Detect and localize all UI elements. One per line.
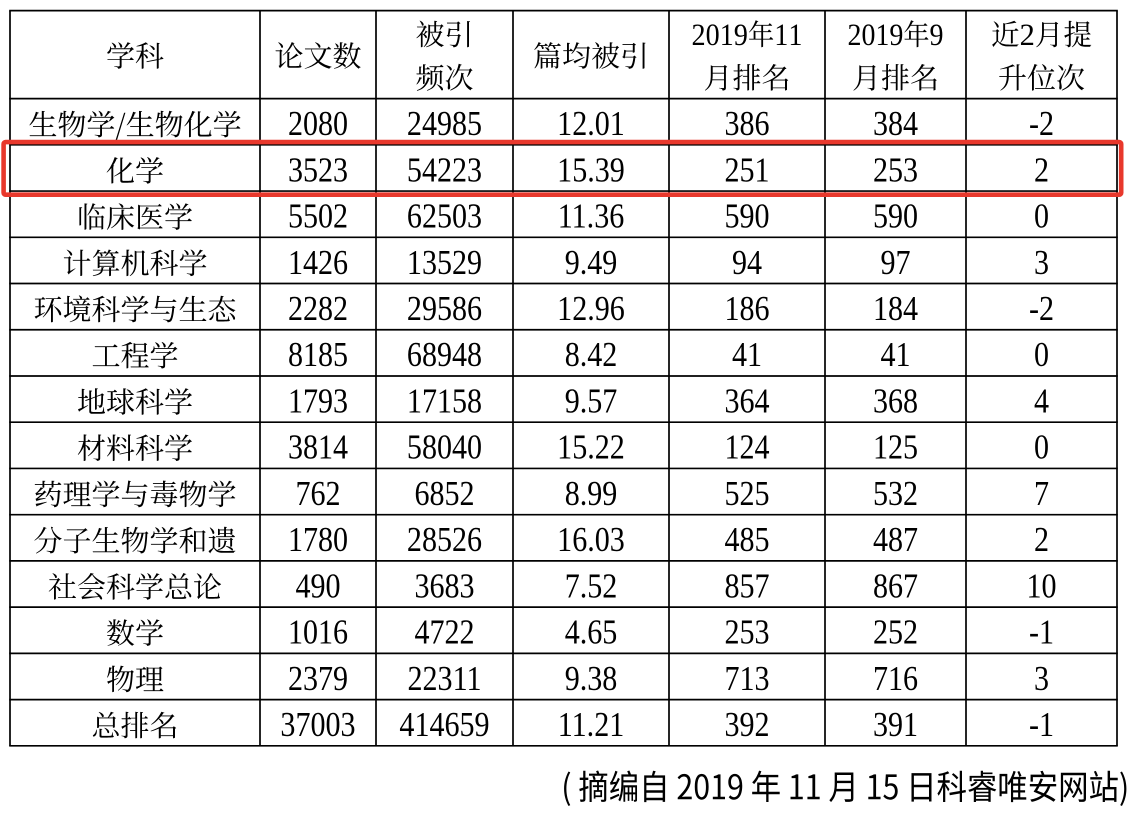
svg-text:97: 97	[880, 244, 910, 282]
svg-text:590: 590	[724, 198, 769, 236]
svg-text:-1: -1	[1029, 614, 1054, 652]
svg-text:3: 3	[1034, 244, 1049, 282]
svg-text:0: 0	[1034, 429, 1049, 467]
svg-text:368: 368	[873, 383, 918, 421]
svg-text:252: 252	[873, 614, 918, 652]
svg-text:485: 485	[724, 521, 769, 559]
svg-text:3523: 3523	[288, 151, 348, 189]
svg-text:29586: 29586	[407, 290, 482, 328]
svg-text:68948: 68948	[407, 336, 482, 374]
svg-text:17158: 17158	[407, 383, 482, 421]
svg-text:184: 184	[873, 290, 918, 328]
svg-text:6852: 6852	[414, 475, 474, 513]
svg-text:12.01: 12.01	[557, 105, 625, 143]
svg-text:253: 253	[724, 614, 769, 652]
svg-text:28526: 28526	[407, 521, 482, 559]
svg-text:1793: 1793	[288, 383, 348, 421]
svg-text:3: 3	[1034, 660, 1049, 698]
svg-text:16.03: 16.03	[557, 521, 625, 559]
svg-text:54223: 54223	[407, 151, 482, 189]
svg-text:384: 384	[873, 105, 918, 143]
svg-text:62503: 62503	[407, 198, 482, 236]
svg-text:525: 525	[724, 475, 769, 513]
svg-text:532: 532	[873, 475, 918, 513]
svg-text:9.57: 9.57	[565, 383, 618, 421]
svg-text:-2: -2	[1029, 290, 1054, 328]
svg-text:364: 364	[724, 383, 769, 421]
svg-text:487: 487	[873, 521, 918, 559]
svg-text:1426: 1426	[288, 244, 348, 282]
svg-text:41: 41	[880, 336, 910, 374]
svg-text:392: 392	[724, 706, 769, 744]
svg-text:2282: 2282	[288, 290, 348, 328]
svg-text:867: 867	[873, 568, 918, 606]
svg-text:4: 4	[1034, 383, 1049, 421]
svg-text:13529: 13529	[407, 244, 482, 282]
svg-text:125: 125	[873, 429, 918, 467]
svg-text:22311: 22311	[407, 660, 481, 698]
svg-text:590: 590	[873, 198, 918, 236]
svg-text:8.42: 8.42	[565, 336, 618, 374]
svg-text:9.49: 9.49	[565, 244, 618, 282]
svg-text:8185: 8185	[288, 336, 348, 374]
svg-text:0: 0	[1034, 198, 1049, 236]
svg-text:-1: -1	[1029, 706, 1054, 744]
svg-text:11.36: 11.36	[558, 198, 625, 236]
svg-text:58040: 58040	[407, 429, 482, 467]
svg-text:186: 186	[724, 290, 769, 328]
svg-text:12.96: 12.96	[557, 290, 625, 328]
svg-text:857: 857	[724, 568, 769, 606]
svg-text:391: 391	[873, 706, 918, 744]
svg-text:253: 253	[873, 151, 918, 189]
svg-text:10: 10	[1026, 568, 1056, 606]
svg-text:251: 251	[724, 151, 769, 189]
svg-text:37003: 37003	[280, 706, 355, 744]
svg-text:0: 0	[1034, 336, 1049, 374]
svg-text:490: 490	[295, 568, 340, 606]
svg-text:4722: 4722	[414, 614, 474, 652]
svg-text:-2: -2	[1029, 105, 1054, 143]
svg-text:386: 386	[724, 105, 769, 143]
svg-text:124: 124	[724, 429, 769, 467]
svg-text:762: 762	[295, 475, 340, 513]
svg-text:7.52: 7.52	[565, 568, 618, 606]
svg-text:4.65: 4.65	[565, 614, 618, 652]
svg-text:8.99: 8.99	[565, 475, 618, 513]
svg-text:15.22: 15.22	[557, 429, 625, 467]
svg-text:2: 2	[1034, 151, 1049, 189]
svg-text:24985: 24985	[407, 105, 482, 143]
svg-text:1016: 1016	[288, 614, 348, 652]
svg-text:9.38: 9.38	[565, 660, 618, 698]
svg-text:716: 716	[873, 660, 918, 698]
svg-text:7: 7	[1034, 475, 1049, 513]
svg-text:2080: 2080	[288, 105, 348, 143]
svg-text:15.39: 15.39	[557, 151, 625, 189]
svg-text:5502: 5502	[288, 198, 348, 236]
svg-text:713: 713	[724, 660, 769, 698]
svg-text:3683: 3683	[414, 568, 474, 606]
svg-text:2: 2	[1034, 521, 1049, 559]
svg-text:2379: 2379	[288, 660, 348, 698]
svg-text:11.21: 11.21	[558, 706, 625, 744]
svg-text:94: 94	[732, 244, 762, 282]
svg-text:1780: 1780	[288, 521, 348, 559]
svg-text:414659: 414659	[399, 706, 489, 744]
svg-text:3814: 3814	[288, 429, 348, 467]
svg-text:41: 41	[732, 336, 762, 374]
